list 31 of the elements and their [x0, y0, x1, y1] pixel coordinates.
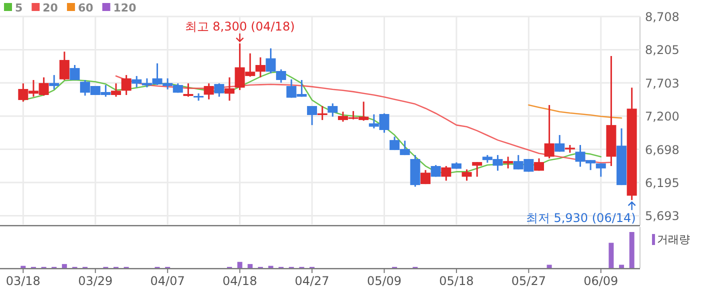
legend-label: 거래량	[657, 233, 690, 246]
legend-label: 120	[113, 2, 137, 14]
x-tick-label: 04/07	[150, 274, 185, 288]
annotation: 최저 5,930 (06/14)	[526, 211, 636, 226]
x-tick-label: 05/18	[439, 274, 474, 288]
x-tick-label: 03/29	[78, 274, 113, 288]
x-tick-label: 03/18	[6, 274, 40, 288]
bar	[619, 264, 624, 268]
bar	[237, 262, 242, 268]
bar	[546, 264, 552, 268]
legend-label: 5	[15, 2, 23, 14]
x-tick-label: 05/27	[511, 274, 546, 288]
x-tick-label: 04/27	[294, 274, 330, 288]
y-tick-label: 7,703	[645, 76, 680, 90]
y-tick-label: 5,693	[645, 209, 680, 224]
bar	[629, 232, 634, 268]
y-tick-label: 7,200	[645, 110, 680, 124]
y-tick-label: 8,708	[645, 10, 680, 24]
annotation: 최고 8,300 (04/18)	[184, 19, 295, 34]
bar	[248, 264, 253, 268]
y-tick-label: 6,698	[645, 142, 680, 157]
y-tick-label: 8,205	[645, 43, 680, 58]
x-tick-label: 04/18	[222, 274, 258, 288]
x-tick-label: 06/09	[584, 274, 618, 288]
legend-label: 60	[78, 2, 94, 14]
bar	[608, 242, 614, 268]
y-tick-label: 6,195	[645, 176, 680, 190]
x-tick-label: 05/09	[366, 274, 402, 288]
legend-label: 20	[42, 2, 58, 14]
line-series	[528, 104, 622, 119]
bar	[62, 264, 67, 268]
